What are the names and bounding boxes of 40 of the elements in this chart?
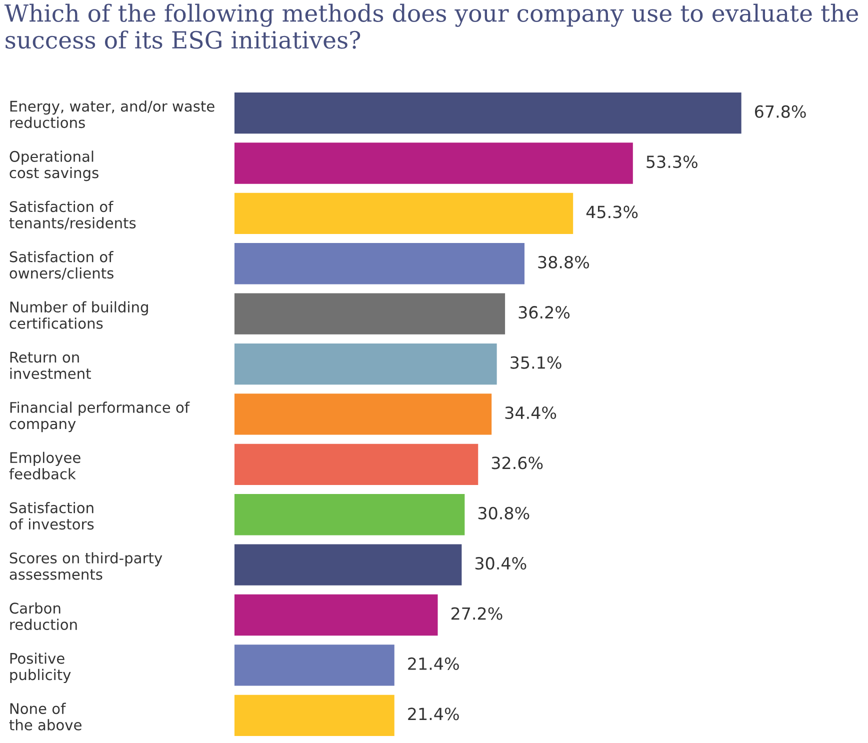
data-label: 38.8% xyxy=(538,256,590,268)
data-label: 45.3% xyxy=(586,206,638,218)
bar xyxy=(234,594,438,636)
bar xyxy=(234,544,462,586)
data-label: 32.6% xyxy=(492,456,543,470)
y-tick-label: None of the above xyxy=(9,702,82,730)
y-tick-label: Employee feedback xyxy=(9,452,80,480)
y-tick-label: Satisfaction of investors xyxy=(10,502,94,530)
bar xyxy=(234,494,465,536)
data-label: 30.8% xyxy=(478,506,530,520)
y-tick-label: Positive publicity xyxy=(10,652,71,684)
data-label: 27.2% xyxy=(451,607,502,620)
data-label: 30.4% xyxy=(475,557,526,570)
data-label: 67.8% xyxy=(754,105,806,118)
bar xyxy=(234,394,492,435)
y-tick-label: Financial performance of company xyxy=(10,402,190,432)
y-tick-label: Return on investment xyxy=(10,352,91,380)
data-label: 35.1% xyxy=(510,356,562,369)
chart-title: Which of the following methods does your company use to evaluate the success of its ESG initiatives? xyxy=(4,4,858,49)
bar xyxy=(234,444,478,485)
data-label: 21.4% xyxy=(408,708,459,720)
data-label: 34.4% xyxy=(505,406,556,420)
bar xyxy=(234,293,506,334)
y-tick-label: Satisfaction of owners/clients xyxy=(10,251,114,280)
data-label: 21.4% xyxy=(408,657,459,670)
y-tick-label: Operational cost savings xyxy=(10,150,98,182)
y-tick-label: Number of building certifications xyxy=(10,301,148,329)
bar xyxy=(234,343,497,385)
bar xyxy=(234,694,394,736)
y-tick-label: Satisfaction of tenants/residents xyxy=(9,200,136,230)
y-tick-label: Energy, water, and/or waste reductions xyxy=(10,100,214,128)
bar xyxy=(234,192,574,234)
data-label: 53.3% xyxy=(646,155,698,168)
bar xyxy=(234,92,742,134)
y-tick-label: Carbon reduction xyxy=(10,602,77,630)
data-label: 36.2% xyxy=(518,306,570,319)
bar xyxy=(234,142,633,184)
bar xyxy=(234,644,394,686)
bar xyxy=(234,243,524,284)
y-tick-label: Scores on third-party assessments xyxy=(10,552,162,580)
